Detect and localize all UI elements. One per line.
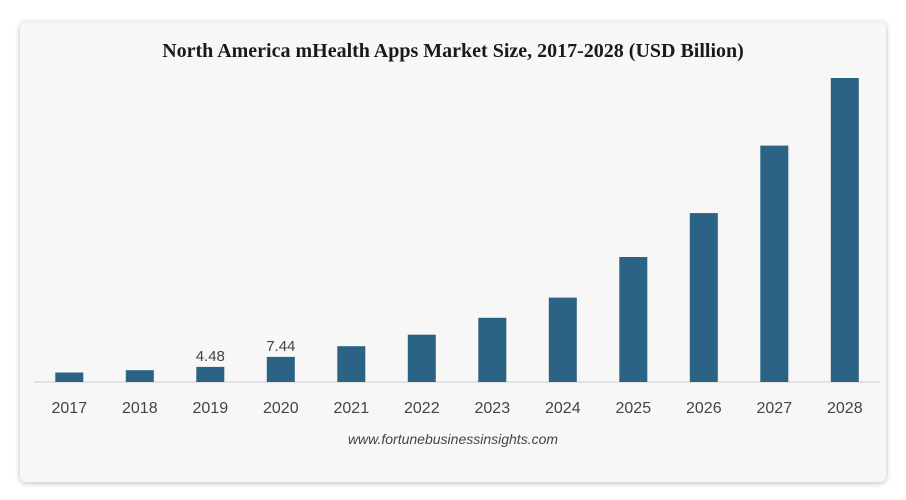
bar-2024 <box>548 297 577 382</box>
bar-2021 <box>337 346 366 382</box>
bar-2017 <box>55 372 84 382</box>
bar-2027 <box>760 145 789 382</box>
data-label-2020: 7.44 <box>266 338 295 355</box>
x-tick-label: 2026 <box>686 400 722 417</box>
bar-2018 <box>125 370 154 382</box>
x-tick-label: 2017 <box>52 400 88 417</box>
x-tick-label: 2028 <box>827 400 863 417</box>
bar-2022 <box>407 334 436 382</box>
x-tick-label: 2024 <box>545 400 581 417</box>
chart-card <box>20 22 886 482</box>
x-tick-label: 2023 <box>475 400 511 417</box>
x-tick-label: 2018 <box>122 400 158 417</box>
bar-2028 <box>830 78 859 382</box>
bar-2026 <box>689 213 718 382</box>
x-tick-label: 2019 <box>193 400 229 417</box>
x-tick-label: 2025 <box>616 400 652 417</box>
bar-2019 <box>196 366 225 382</box>
bar-2020 <box>266 356 295 382</box>
x-tick-label: 2021 <box>334 400 370 417</box>
chart-title: North America mHealth Apps Market Size, … <box>162 40 744 62</box>
x-tick-label: 2027 <box>757 400 793 417</box>
x-tick-label: 2022 <box>404 400 440 417</box>
bar-2025 <box>619 257 648 382</box>
data-label-2019: 4.48 <box>196 348 225 365</box>
bar-2023 <box>478 317 507 382</box>
x-tick-label: 2020 <box>263 400 299 417</box>
source-credit: www.fortunebusinessinsights.com <box>347 431 559 447</box>
